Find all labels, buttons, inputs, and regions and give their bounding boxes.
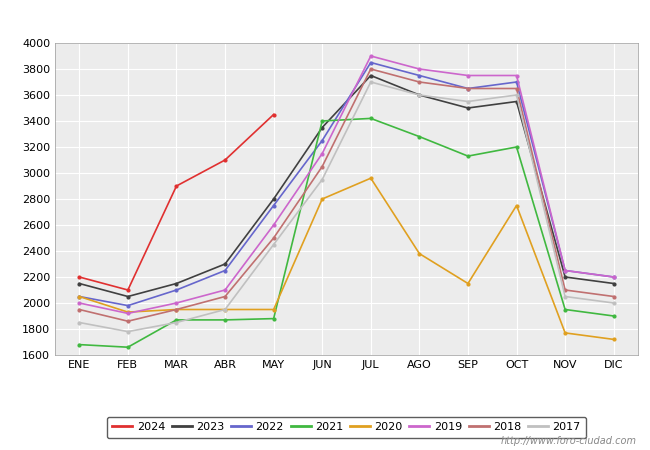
Text: Afiliados en Mojácar a 31/5/2024: Afiliados en Mojácar a 31/5/2024: [188, 10, 462, 28]
Text: http://www.foro-ciudad.com: http://www.foro-ciudad.com: [501, 436, 637, 446]
Legend: 2024, 2023, 2022, 2021, 2020, 2019, 2018, 2017: 2024, 2023, 2022, 2021, 2020, 2019, 2018…: [107, 417, 586, 438]
